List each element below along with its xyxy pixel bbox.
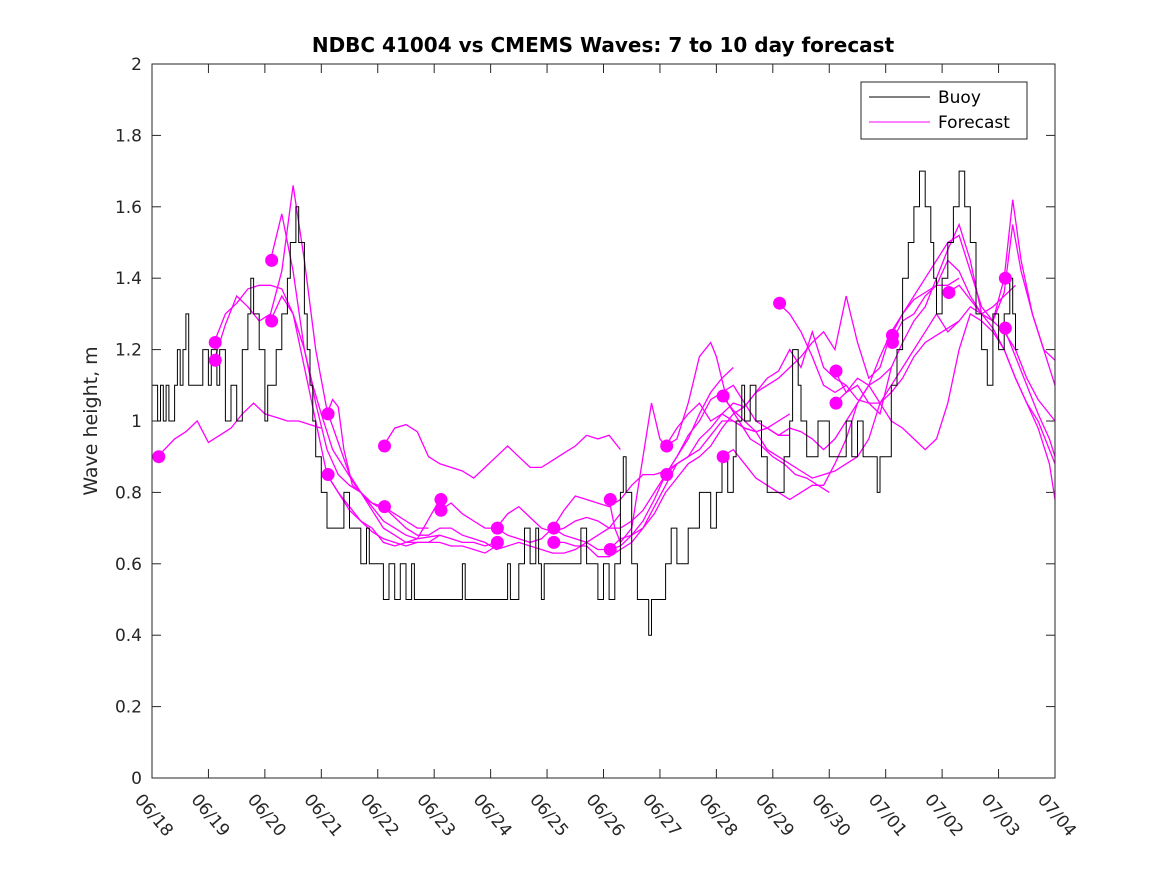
forecast-start-marker: [603, 543, 617, 557]
forecast-markers-group: [152, 253, 1012, 557]
y-tick-label: 0.6: [115, 555, 142, 575]
legend-forecast-label: Forecast: [938, 113, 1010, 133]
forecast-line: [213, 284, 379, 508]
forecast-start-marker: [829, 364, 843, 378]
forecast-line: [834, 312, 1055, 500]
forecast-start-marker: [434, 503, 448, 517]
forecast-start-marker: [885, 335, 899, 349]
forecast-start-marker: [434, 493, 448, 507]
y-tick-label: 1: [131, 412, 142, 432]
legend-buoy-label: Buoy: [938, 88, 981, 108]
forecast-line: [1003, 327, 1055, 457]
forecast-line: [326, 474, 497, 554]
forecast-start-marker: [265, 314, 279, 328]
forecast-start-marker: [490, 535, 504, 549]
forecast-start-marker: [660, 468, 674, 482]
forecast-start-marker: [321, 407, 335, 421]
forecast-start-marker: [773, 296, 787, 310]
forecast-start-marker: [660, 439, 674, 453]
y-tick-label: 0.4: [115, 626, 142, 646]
buoy-line: [152, 170, 1019, 636]
forecast-start-marker: [998, 271, 1012, 285]
y-tick-label: 1.2: [115, 341, 142, 361]
forecast-start-marker: [378, 439, 392, 453]
forecast-line: [439, 463, 678, 544]
forecast-line: [269, 213, 440, 540]
buoy-series-group: [152, 170, 1019, 636]
forecast-start-marker: [208, 353, 222, 367]
forecast-start-marker: [547, 521, 561, 535]
forecast-line: [947, 224, 1055, 386]
plot-frame: [151, 63, 1056, 779]
forecast-line: [326, 398, 497, 547]
forecast-start-marker: [829, 396, 843, 410]
forecast-start-marker: [490, 521, 504, 535]
y-tick-label: 0.8: [115, 483, 142, 503]
forecast-line: [382, 423, 621, 479]
forecast-start-marker: [378, 500, 392, 514]
forecast-start-marker: [265, 253, 279, 267]
legend-box: [860, 81, 1028, 140]
y-tick-label: 1.6: [115, 198, 142, 218]
forecast-start-marker: [716, 389, 730, 403]
forecast-start-marker: [942, 285, 956, 299]
forecast-line: [665, 367, 892, 476]
y-tick-label: 1.8: [115, 126, 142, 146]
forecast-start-marker: [152, 450, 166, 464]
forecast-line: [213, 185, 429, 529]
y-tick-label: 0: [131, 769, 142, 789]
forecast-line: [608, 341, 830, 544]
forecast-start-marker: [716, 450, 730, 464]
y-tick-label: 0.2: [115, 698, 142, 718]
forecast-line: [721, 277, 960, 501]
y-tick-label: 2: [131, 55, 142, 75]
y-axis-ticks: 0 0.2 0.4 0.6 0.8 1 1.2 1.4 1.6 1.8 2: [115, 55, 1055, 789]
forecast-start-marker: [603, 493, 617, 507]
forecast-line: [665, 295, 892, 447]
y-axis-label: Wave height, m: [80, 346, 102, 495]
forecast-start-marker: [321, 468, 335, 482]
y-tick-label: 1.4: [115, 269, 142, 289]
forecast-start-marker: [208, 335, 222, 349]
forecast-start-marker: [547, 535, 561, 549]
legend: Buoy Forecast: [860, 81, 1028, 140]
forecast-start-marker: [998, 321, 1012, 335]
chart-title: NDBC 41004 vs CMEMS Waves: 7 to 10 day f…: [312, 33, 895, 57]
